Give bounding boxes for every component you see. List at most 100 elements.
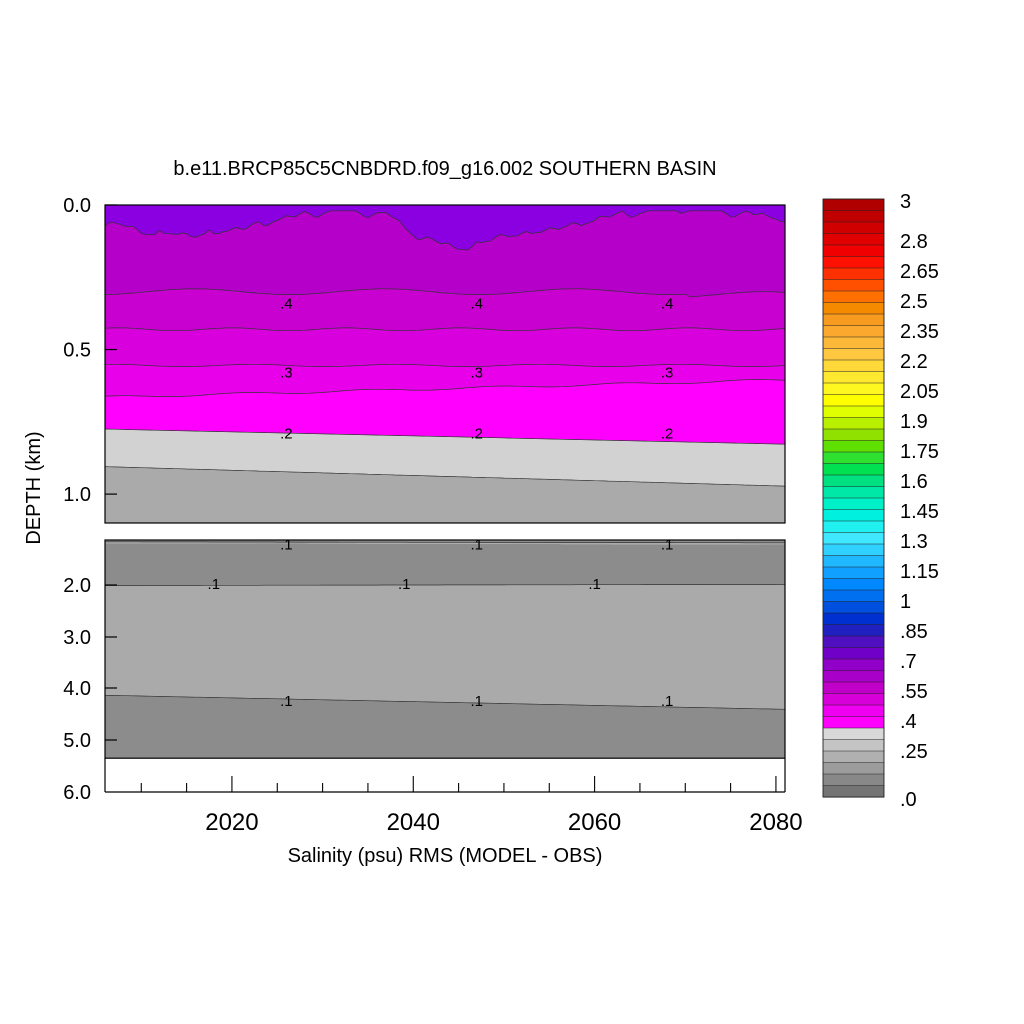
contour-line [105, 466, 785, 487]
colorbar-swatch [822, 279, 885, 292]
colorbar-swatch [822, 566, 885, 580]
lower-panel-frame [104, 539, 786, 759]
contour-label: .3 [280, 365, 293, 382]
y-tick-label: 2.0 [63, 575, 91, 597]
colorbar-swatch [822, 693, 885, 706]
contour-label: .2 [661, 425, 674, 442]
contour-label: .4 [470, 295, 483, 312]
lower-panel-fill [105, 540, 785, 792]
x-tick-label: 2080 [749, 809, 802, 836]
colorbar-label: 1.45 [900, 501, 939, 523]
colorbar-swatch [822, 405, 885, 419]
contour-band [105, 541, 785, 545]
y-axis-label: DEPTH (km) [23, 431, 45, 544]
colorbar-label: 2.5 [900, 291, 928, 313]
colorbar-swatch [822, 325, 885, 338]
contour-line [105, 327, 785, 332]
contour-label: .1 [661, 537, 674, 554]
colorbar-swatch [822, 198, 885, 212]
colorbar-swatch [822, 497, 885, 511]
colorbar-swatch [822, 647, 885, 660]
colorbar-swatch [822, 624, 885, 637]
colorbar-frame [822, 198, 885, 798]
colorbar-swatch [822, 244, 885, 258]
colorbar-swatch [822, 267, 885, 281]
colorbar-swatch [822, 371, 885, 384]
contour-line [105, 288, 785, 298]
colorbar-swatch [822, 739, 885, 752]
contour-band [105, 379, 785, 445]
contour-line [105, 541, 785, 544]
chart-title: b.e11.BRCP85C5CNBDRD.f09_g16.002 SOUTHER… [173, 158, 716, 180]
colorbar-label: 1.15 [900, 561, 939, 583]
colorbar-swatch [822, 428, 885, 442]
contour-label: .1 [470, 537, 483, 554]
colorbar-label: 1.75 [900, 441, 939, 463]
colorbar-label: .25 [900, 741, 928, 763]
contour-band [105, 543, 785, 586]
contour-line [105, 379, 785, 397]
y-tick-label: 4.0 [63, 678, 91, 700]
colorbar-swatch [822, 451, 885, 465]
colorbar-swatch [822, 417, 885, 430]
colorbar-swatch [822, 716, 885, 729]
x-tick-label: 2020 [205, 809, 258, 836]
contour-label: .2 [470, 425, 483, 442]
y-tick-label: 5.0 [63, 730, 91, 752]
contour-band [105, 205, 785, 250]
colorbar-label: 2.05 [900, 381, 939, 403]
colorbar-label: 2.35 [900, 321, 939, 343]
colorbar-label: 1.6 [900, 471, 928, 493]
contour-band [105, 584, 785, 710]
contour-label: .1 [470, 693, 483, 710]
y-tick-label: 0.0 [63, 195, 91, 217]
x-axis-label: Salinity (psu) RMS (MODEL - OBS) [288, 845, 603, 867]
colorbar-swatch [822, 256, 885, 269]
colorbar-label: 2.8 [900, 231, 928, 253]
contour-band [105, 288, 785, 331]
colorbar-swatch [822, 635, 885, 649]
contour-label: .3 [470, 365, 483, 382]
upper-panel-plot: .4 .4 .4 .3 .3 .3 .2 .2 .2 0.0 0.5 1.0 [63, 195, 786, 524]
colorbar-swatch [822, 210, 885, 223]
colorbar-label: .0 [900, 789, 917, 811]
contour-line [105, 428, 785, 445]
colorbar-swatch [822, 750, 885, 764]
y-tick-label: 3.0 [63, 627, 91, 649]
colorbar-swatch [822, 670, 885, 683]
colorbar-swatch [822, 290, 885, 304]
colorbar-swatch [822, 681, 885, 695]
colorbar-label: .4 [900, 711, 917, 733]
colorbar-swatch [822, 302, 885, 315]
colorbar-swatch [822, 727, 885, 741]
colorbar-swatch [822, 336, 885, 350]
contour-band [105, 210, 785, 297]
contour-line [105, 363, 785, 367]
colorbar-label: 1.3 [900, 531, 928, 553]
colorbar-label: 3 [900, 191, 911, 213]
colorbar-swatch [822, 474, 885, 488]
colorbar-label: 2.2 [900, 351, 928, 373]
contour-line [105, 694, 785, 710]
y-tick-label: 6.0 [63, 782, 91, 804]
x-tick-label: 2040 [387, 809, 440, 836]
colorbar-swatch [822, 555, 885, 568]
colorbar-swatch [822, 394, 885, 407]
contour-label: .1 [208, 576, 221, 593]
contour-band [105, 466, 785, 523]
colorbar-label: .7 [900, 651, 917, 673]
colorbar-label: 1.9 [900, 411, 928, 433]
lower-panel-plot: .1 .1 .1 .1 .1 .1 .1 .1 .1 2.0 3.0 4.0 5.0 6.0 2020 204… [63, 537, 802, 837]
contour-band [105, 540, 785, 543]
contour-label: .1 [280, 693, 293, 710]
colorbar-swatch [822, 762, 885, 775]
colorbar-swatch [822, 348, 885, 361]
contour-label: .1 [398, 576, 411, 593]
colorbar-swatch [822, 658, 885, 672]
contour-band [105, 327, 785, 367]
contour-label: .3 [661, 365, 674, 382]
colorbar-label: 1 [900, 591, 911, 613]
colorbar-swatch [822, 578, 885, 591]
contour-label: .4 [280, 295, 293, 312]
